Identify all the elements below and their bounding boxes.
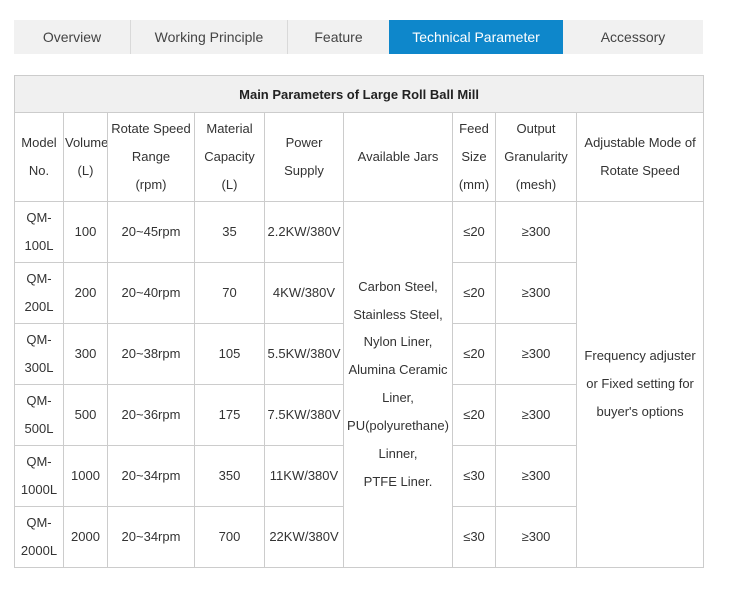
cell-model-no: QM- 200L (14, 261, 64, 324)
cell-output-granularity: ≥300 (495, 383, 577, 446)
cell-material-capacity: 105 (194, 322, 265, 385)
cell-feed-size: ≤20 (452, 383, 496, 446)
cell-volume: 100 (63, 200, 108, 263)
cell-material-capacity: 70 (194, 261, 265, 324)
cell-volume: 1000 (63, 444, 108, 507)
tab-technical-parameter[interactable]: Technical Parameter (389, 20, 562, 54)
cell-volume: 500 (63, 383, 108, 446)
cell-output-granularity: ≥300 (495, 444, 577, 507)
cell-rotate-speed: 20~34rpm (107, 444, 195, 507)
cell-rotate-speed: 20~36rpm (107, 383, 195, 446)
cell-rotate-speed: 20~40rpm (107, 261, 195, 324)
cell-volume: 200 (63, 261, 108, 324)
cell-power-supply: 7.5KW/380V (264, 383, 344, 446)
header-feed-size: Feed Size (mm) (452, 112, 496, 202)
cell-volume: 2000 (63, 505, 108, 568)
table-row: QM- 100L 100 20~45rpm 35 2.2KW/380V Carbon St… (14, 200, 705, 568)
header-volume: Volume (L) (63, 112, 108, 202)
header-available-jars: Available Jars (343, 112, 453, 202)
cell-feed-size: ≤30 (452, 505, 496, 568)
cell-output-granularity: ≥300 (495, 322, 577, 385)
cell-output-granularity: ≥300 (495, 505, 577, 568)
cell-power-supply: 4KW/380V (264, 261, 344, 324)
header-output-granularity: Output Granularity (mesh) (495, 112, 577, 202)
cell-rotate-speed: 20~38rpm (107, 322, 195, 385)
cell-feed-size: ≤20 (452, 322, 496, 385)
cell-model-no: QM- 1000L (14, 444, 64, 507)
table-title-row: Main Parameters of Large Roll Ball Mill (13, 75, 705, 113)
table-body: QM- 100L 100 20~45rpm 35 2.2KW/380V Carbon St… (14, 200, 705, 568)
cell-output-granularity: ≥300 (495, 200, 577, 263)
cell-feed-size: ≤20 (452, 200, 496, 263)
cell-volume: 300 (63, 322, 108, 385)
cell-model-no: QM- 300L (14, 322, 64, 385)
cell-output-granularity: ≥300 (495, 261, 577, 324)
cell-model-no: QM- 100L (14, 200, 64, 263)
cell-adjustable-mode: Frequency adjuster or Fixed setting for … (575, 200, 705, 568)
tab-bar: Overview Working Principle Feature Technica… (14, 20, 703, 54)
cell-rotate-speed: 20~34rpm (107, 505, 195, 568)
cell-rotate-speed: 20~45rpm (107, 200, 195, 263)
cell-material-capacity: 350 (194, 444, 265, 507)
tab-feature[interactable]: Feature (287, 20, 389, 54)
parameters-table: Main Parameters of Large Roll Ball Mill … (13, 75, 705, 568)
cell-feed-size: ≤20 (452, 261, 496, 324)
cell-material-capacity: 700 (194, 505, 265, 568)
cell-power-supply: 11KW/380V (264, 444, 344, 507)
cell-model-no: QM- 2000L (14, 505, 64, 568)
tab-overview[interactable]: Overview (42, 29, 102, 45)
tab-accessory[interactable]: Accessory (562, 20, 703, 54)
header-material-capacity: Material Capacity (L) (194, 112, 265, 202)
cell-material-capacity: 175 (194, 383, 265, 446)
cell-model-no: QM- 500L (14, 383, 64, 446)
header-power-supply: Power Supply (264, 112, 344, 202)
table-header-row: Model No. Volume (L) Rotate Speed Range … (14, 112, 705, 202)
table-title: Main Parameters of Large Roll Ball Mill (13, 75, 705, 113)
cell-material-capacity: 35 (194, 200, 265, 263)
cell-power-supply: 22KW/380V (264, 505, 344, 568)
cell-power-supply: 2.2KW/380V (264, 200, 344, 263)
header-model-no: Model No. (14, 112, 64, 202)
cell-feed-size: ≤30 (452, 444, 496, 507)
cell-power-supply: 5.5KW/380V (264, 322, 344, 385)
cell-available-jars: Carbon Steel, Stainless Steel, Nylon Lin… (343, 200, 453, 568)
tab-working-principle[interactable]: Working Principle (130, 20, 287, 54)
header-rotate-speed-range: Rotate Speed Range (rpm) (107, 112, 195, 202)
content-wrap: Overview Working Principle Feature Technica… (13, 20, 705, 568)
header-adjustable-mode: Adjustable Mode of Rotate Speed (575, 112, 705, 202)
